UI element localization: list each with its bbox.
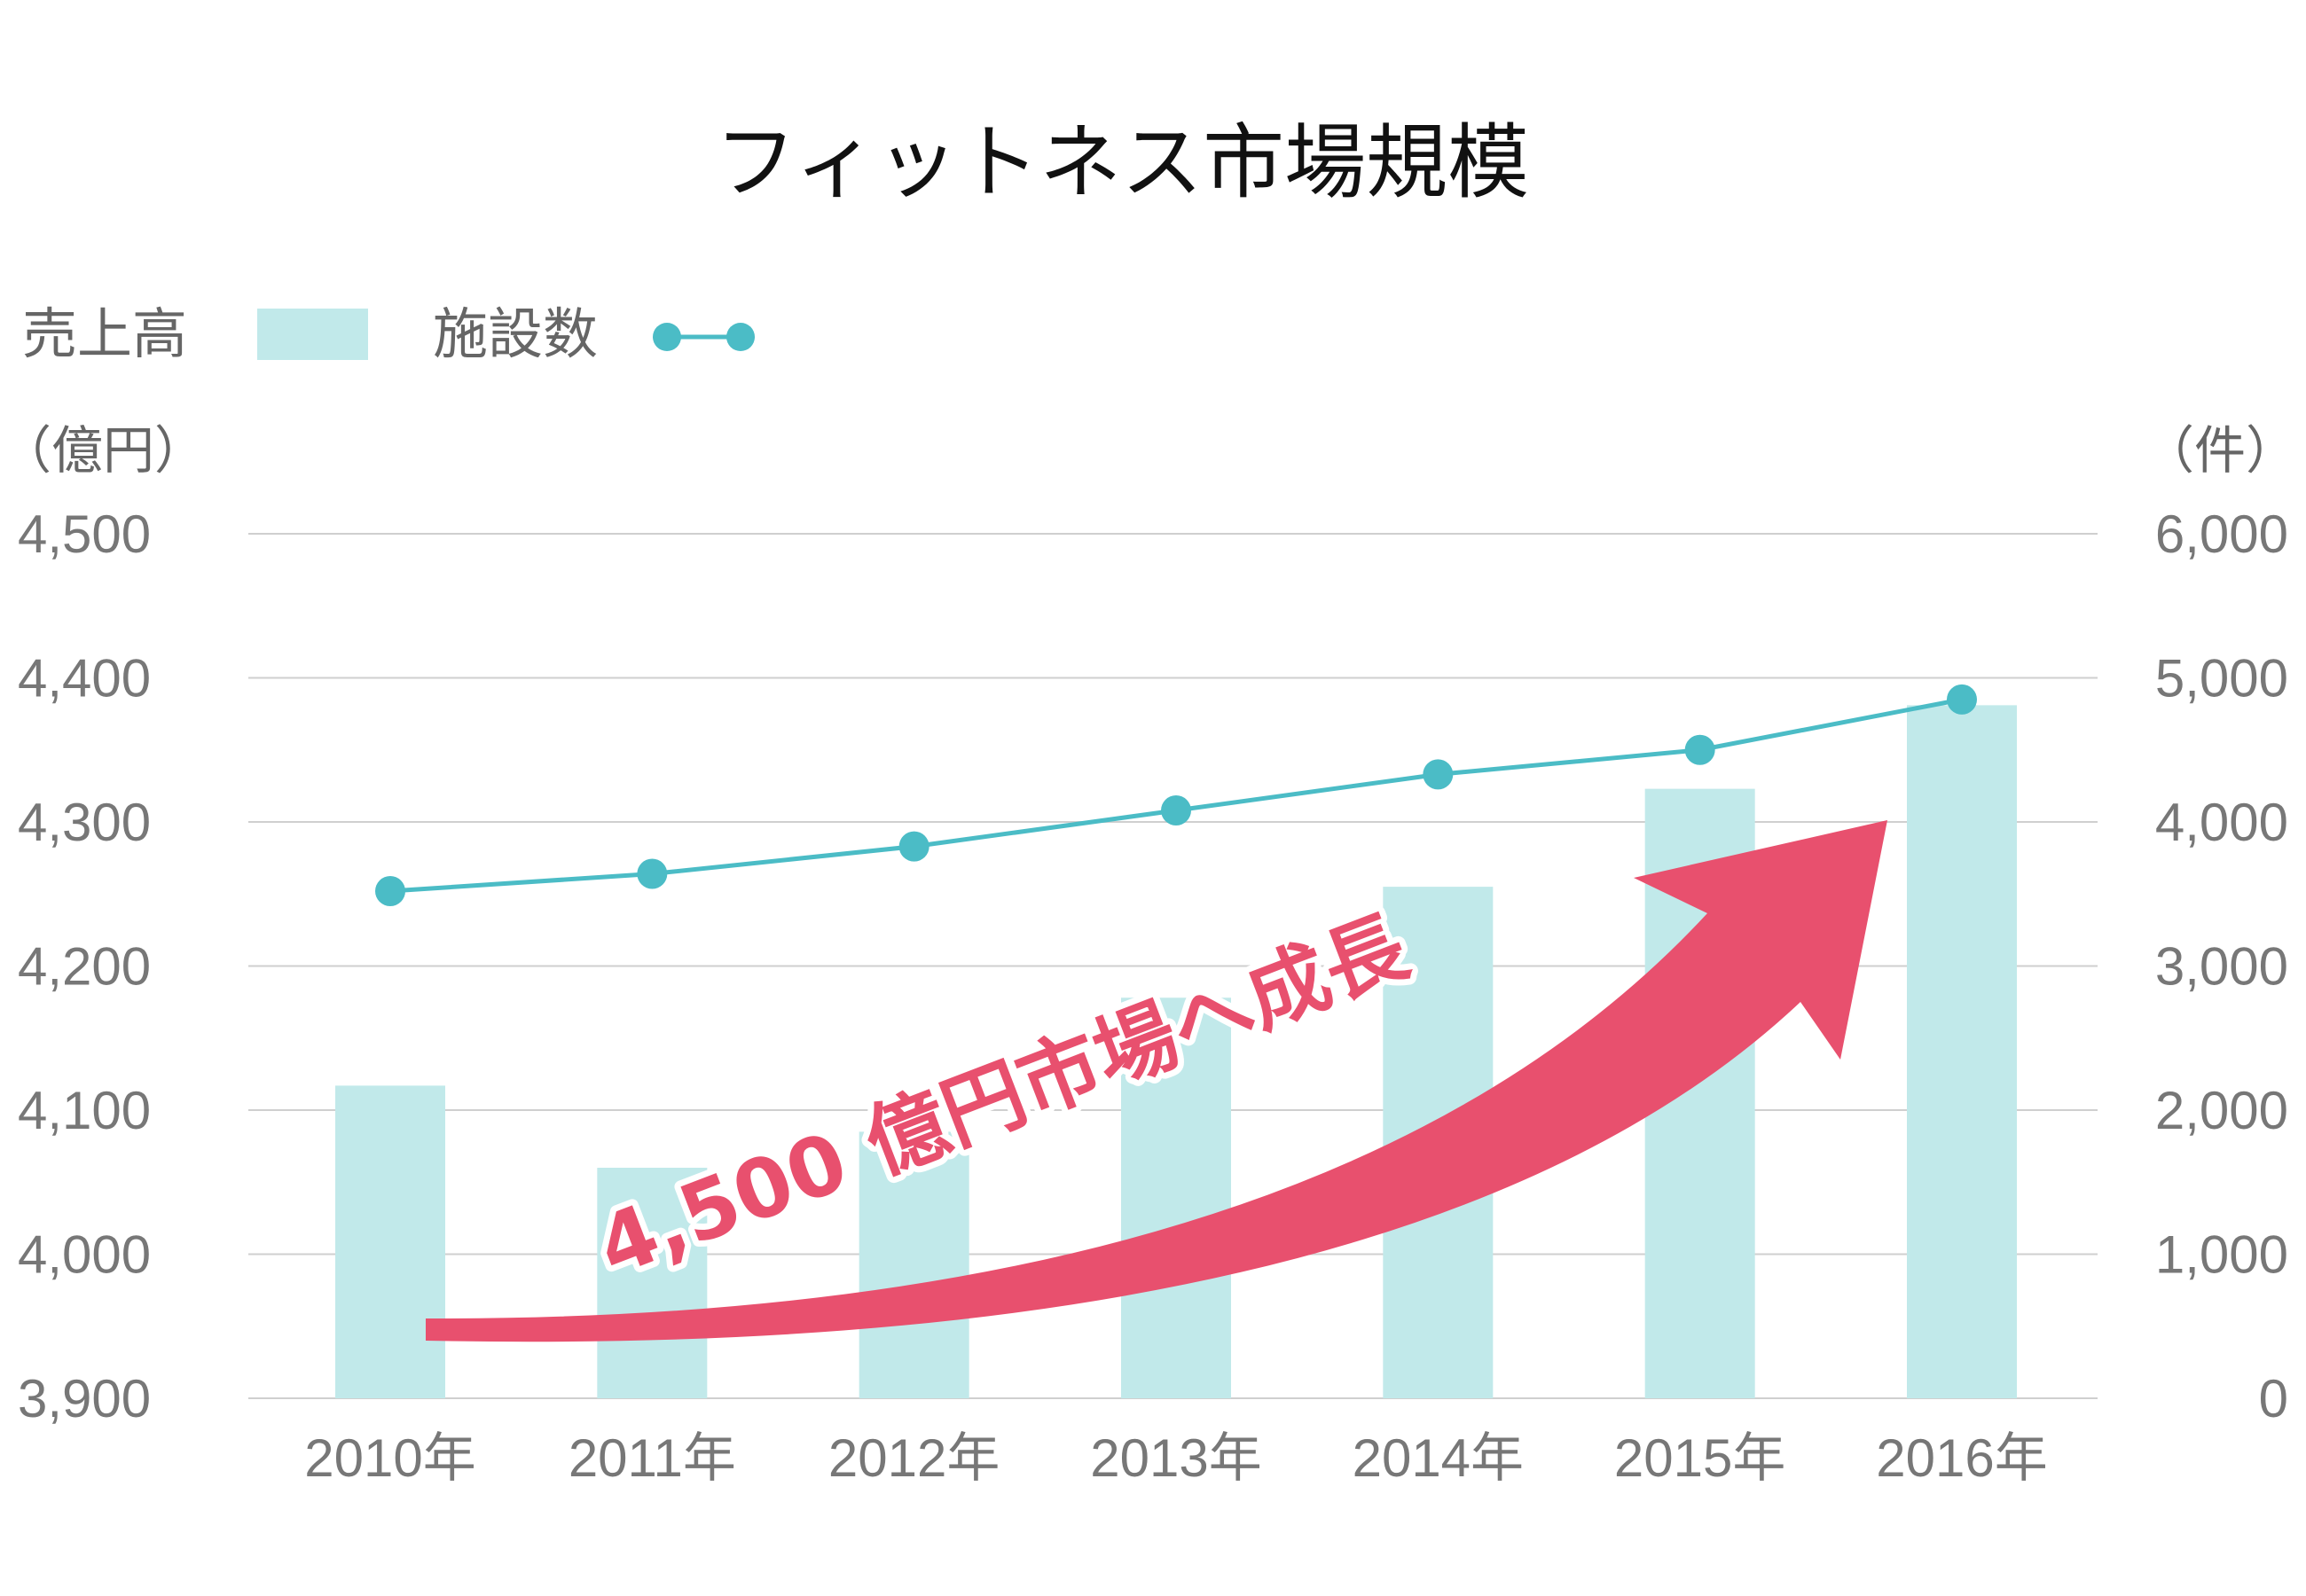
legend-bar-label: 売上高: [22, 301, 187, 366]
legend-bar-swatch: [257, 309, 368, 360]
line-point: [1161, 795, 1191, 825]
legend-line-dot-left: [653, 323, 681, 351]
sales-bars: [335, 705, 2017, 1398]
left-tick-label: 4,100: [18, 1081, 151, 1140]
right-tick-label: 5,000: [2155, 649, 2288, 708]
category-label: 2010年: [304, 1428, 475, 1488]
facility-line: [375, 684, 1977, 906]
left-tick-label: 4,400: [18, 649, 151, 708]
left-tick-label: 4,300: [18, 793, 151, 852]
left-axis-unit: （億円）: [0, 420, 206, 481]
line-point: [375, 876, 405, 906]
bar: [597, 1168, 708, 1398]
bar: [1121, 998, 1231, 1398]
category-labels: 2010年 2011年 2012年 2013年 2014年 2015年 2016年: [304, 1428, 2047, 1488]
right-tick-label: 3,000: [2155, 937, 2288, 997]
right-axis-unit: （件）: [2143, 420, 2297, 481]
left-tick-label: 3,900: [18, 1369, 151, 1428]
growth-arrow-shape: [426, 820, 1887, 1342]
left-tick-label: 4,500: [18, 505, 151, 564]
left-tick-label: 4,000: [18, 1225, 151, 1285]
legend-line-label: 施設数: [433, 301, 598, 366]
line-point: [898, 831, 929, 862]
line-point: [1947, 684, 1977, 715]
category-label: 2014年: [1353, 1428, 1524, 1488]
right-axis-ticks: 0 1,000 2,000 3,000 4,000 5,000 6,000: [2155, 505, 2288, 1428]
right-tick-label: 6,000: [2155, 505, 2288, 564]
left-axis-ticks: 3,900 4,000 4,100 4,200 4,300 4,400 4,500: [18, 505, 151, 1428]
legend: 売上高 施設数: [22, 301, 755, 366]
category-label: 2012年: [828, 1428, 1000, 1488]
bar: [335, 1085, 445, 1398]
category-label: 2011年: [569, 1428, 736, 1488]
right-tick-label: 4,000: [2155, 793, 2288, 852]
line-point: [1684, 734, 1715, 765]
line-point: [1423, 759, 1454, 790]
right-tick-label: 2,000: [2155, 1081, 2288, 1140]
right-tick-label: 0: [2259, 1369, 2288, 1428]
category-label: 2016年: [1876, 1428, 2047, 1488]
category-label: 2015年: [1614, 1428, 1785, 1488]
legend-line-dot-right: [726, 323, 755, 351]
left-tick-label: 4,200: [18, 937, 151, 997]
bar: [859, 1131, 969, 1398]
category-label: 2013年: [1090, 1428, 1261, 1488]
chart-title: フィットネス市場規模: [715, 115, 1529, 210]
bar: [1907, 705, 2017, 1398]
right-tick-label: 1,000: [2155, 1225, 2288, 1285]
line-point: [637, 858, 668, 889]
